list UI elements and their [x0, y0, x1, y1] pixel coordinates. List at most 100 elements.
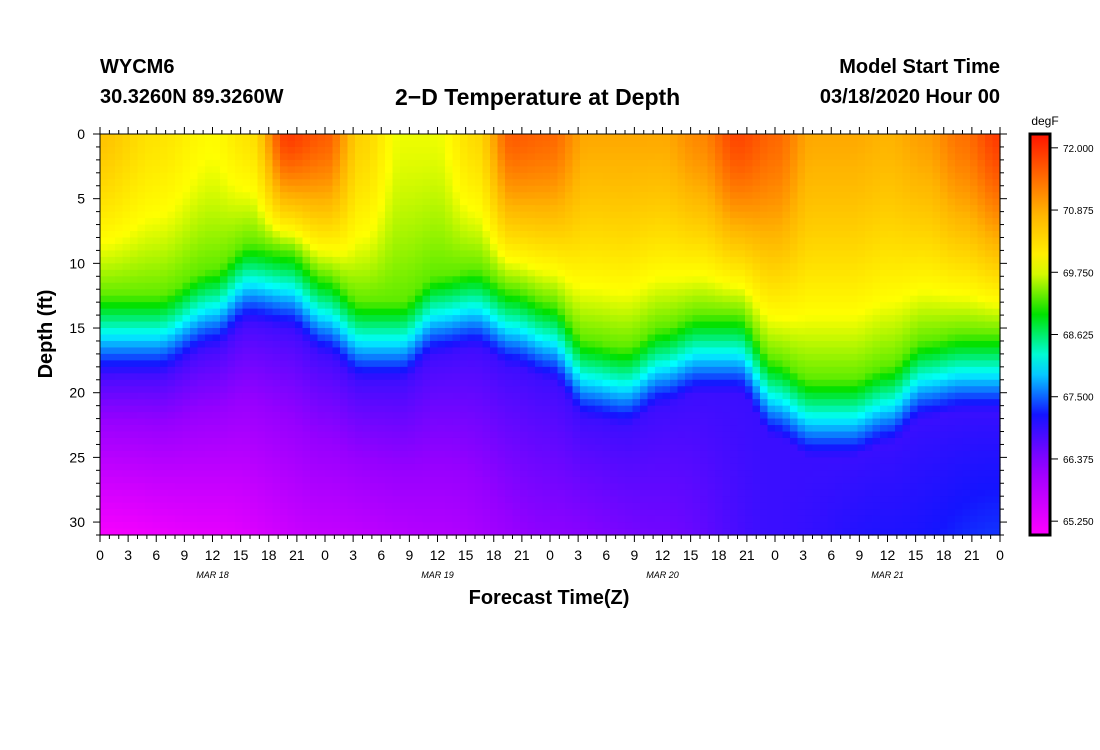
heatmap-cell [355, 211, 364, 219]
heatmap-cell [490, 386, 499, 394]
heatmap-cell [542, 483, 551, 491]
heatmap-cell [130, 166, 139, 174]
heatmap-cell [122, 192, 131, 200]
heatmap-cell [122, 315, 131, 323]
heatmap-cell [137, 373, 146, 381]
heatmap-cell [437, 340, 446, 349]
heatmap-cell [220, 153, 229, 161]
heatmap-cell [655, 140, 664, 148]
heatmap-cell [647, 243, 656, 252]
heatmap-cell [167, 192, 176, 200]
heatmap-cell [617, 172, 626, 180]
heatmap-cell [122, 463, 131, 471]
heatmap-cell [325, 140, 334, 148]
heatmap-cell [580, 334, 589, 342]
heatmap-cell [632, 328, 641, 336]
heatmap-cell [595, 282, 604, 290]
heatmap-cell [347, 522, 356, 530]
heatmap-cell [287, 522, 296, 530]
heatmap-cell [655, 134, 664, 142]
heatmap-cell [542, 457, 551, 465]
heatmap-cell [392, 373, 401, 381]
heatmap-cell [317, 179, 326, 187]
heatmap-cell [392, 470, 401, 478]
heatmap-cell [392, 522, 401, 530]
heatmap-cell [655, 347, 664, 355]
heatmap-cell [595, 218, 604, 226]
heatmap-cell [182, 425, 191, 433]
heatmap-cell [617, 269, 626, 277]
heatmap-cell [220, 192, 229, 200]
heatmap-cell [505, 353, 514, 361]
heatmap-cell [452, 405, 461, 413]
heatmap-cell [422, 159, 431, 167]
heatmap-cell [317, 379, 326, 387]
heatmap-cell [407, 366, 416, 374]
heatmap-cell [242, 276, 251, 284]
heatmap-cell [122, 250, 131, 258]
heatmap-cell [167, 515, 176, 523]
heatmap-cell [520, 224, 529, 232]
heatmap-cell [632, 399, 641, 407]
heatmap-cell [325, 392, 334, 400]
heatmap-cell [107, 179, 116, 187]
heatmap-cell [362, 263, 371, 271]
heatmap-cell [587, 308, 596, 316]
heatmap-cell [662, 185, 671, 193]
heatmap-cell [235, 418, 244, 426]
heatmap-cell [377, 198, 386, 206]
heatmap-cell [190, 205, 199, 213]
heatmap-cell [250, 250, 259, 258]
heatmap-cell [100, 315, 109, 323]
heatmap-cell [512, 386, 521, 394]
heatmap-cell [205, 315, 214, 323]
heatmap-cell [190, 153, 199, 161]
heatmap-cell [415, 463, 424, 471]
heatmap-cell [182, 470, 191, 478]
heatmap-cell [377, 211, 386, 219]
heatmap-cell [445, 159, 454, 167]
heatmap-cell [265, 418, 274, 426]
heatmap-cell [130, 463, 139, 471]
heatmap-cell [130, 418, 139, 426]
heatmap-cell [445, 437, 454, 446]
heatmap-cell [250, 353, 259, 361]
heatmap-cell [160, 340, 169, 349]
heatmap-cell [130, 134, 139, 142]
heatmap-cell [355, 250, 364, 258]
heatmap-cell [662, 218, 671, 226]
heatmap-cell [160, 205, 169, 213]
heatmap-cell [520, 198, 529, 206]
heatmap-cell [295, 224, 304, 232]
heatmap-cell [550, 379, 559, 387]
heatmap-cell [415, 489, 424, 497]
heatmap-cell [362, 334, 371, 342]
heatmap-cell [400, 289, 409, 297]
heatmap-cell [302, 522, 311, 530]
heatmap-cell [520, 146, 529, 155]
heatmap-cell [655, 224, 664, 232]
heatmap-cell [340, 211, 349, 219]
heatmap-cell [197, 224, 206, 232]
heatmap-cell [565, 353, 574, 361]
heatmap-cell [250, 386, 259, 394]
heatmap-cell [130, 328, 139, 336]
heatmap-cell [167, 463, 176, 471]
heatmap-cell [647, 295, 656, 303]
heatmap-cell [535, 515, 544, 523]
heatmap-cell [595, 179, 604, 187]
heatmap-cell [130, 353, 139, 361]
heatmap-cell [130, 321, 139, 329]
heatmap-cell [295, 315, 304, 323]
heatmap-cell [550, 431, 559, 439]
heatmap-cell [302, 269, 311, 277]
heatmap-cell [265, 522, 274, 530]
heatmap-cell [295, 243, 304, 252]
heatmap-cell [137, 289, 146, 297]
heatmap-cell [452, 463, 461, 471]
heatmap-cell [280, 166, 289, 174]
heatmap-cell [595, 224, 604, 232]
heatmap-cell [542, 211, 551, 219]
heatmap-cell [370, 450, 379, 458]
heatmap-cell [527, 231, 536, 239]
